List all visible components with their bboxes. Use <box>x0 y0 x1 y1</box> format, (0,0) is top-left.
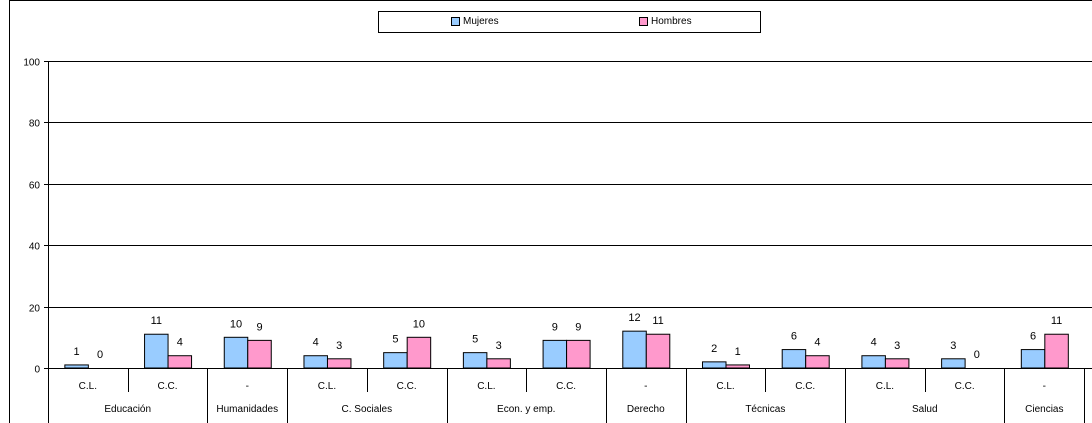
bar-hombres-5 <box>486 358 511 369</box>
data-label-mujeres-6: 9 <box>552 321 558 333</box>
bar-mujeres-3 <box>303 355 328 369</box>
legend-item-hombres: Hombres <box>639 16 692 27</box>
category-label-4: C.C. <box>397 381 417 392</box>
data-label-hombres-2: 9 <box>256 321 262 333</box>
bar-mujeres-1 <box>144 333 169 369</box>
bar-mujeres-6 <box>542 339 568 369</box>
data-label-mujeres-8: 2 <box>711 343 717 355</box>
bar-hombres-1 <box>167 355 193 369</box>
data-label-mujeres-10: 4 <box>871 337 877 349</box>
data-label-hombres-5: 3 <box>496 340 502 352</box>
bar-mujeres-7 <box>622 330 647 369</box>
data-label-hombres-4: 10 <box>413 318 425 330</box>
bar-mujeres-2 <box>223 336 249 369</box>
bar-mujeres-10 <box>861 355 886 369</box>
category-label-6: C.C. <box>556 381 576 392</box>
legend-label-mujeres: Mujeres <box>463 16 499 27</box>
bar-hombres-4 <box>406 336 432 369</box>
bar-hombres-8 <box>725 364 750 369</box>
data-label-hombres-9: 4 <box>814 337 820 349</box>
data-label-hombres-8: 1 <box>735 346 741 358</box>
data-label-hombres-12: 11 <box>1051 315 1062 327</box>
data-label-hombres-3: 3 <box>336 340 342 352</box>
bar-mujeres-11 <box>941 358 966 369</box>
bar-mujeres-4 <box>383 352 408 369</box>
bar-hombres-10 <box>884 358 910 369</box>
group-label-1: Humanidades <box>216 404 278 415</box>
bar-mujeres-8 <box>701 361 727 369</box>
gridlines <box>48 61 1092 308</box>
bar-mujeres-5 <box>462 352 488 369</box>
legend-item-mujeres: Mujeres <box>451 16 499 27</box>
data-label-hombres-10: 3 <box>894 340 900 352</box>
group-label-7: Ciencias <box>1025 404 1063 415</box>
legend-swatch-hombres <box>639 17 648 26</box>
bar-hombres-2 <box>247 339 272 369</box>
category-label-3: C.L. <box>318 381 336 392</box>
data-label-mujeres-4: 5 <box>392 334 398 346</box>
category-label-1: C.C. <box>158 381 178 392</box>
bar-mujeres-0 <box>64 364 89 369</box>
group-label-0: Educación <box>104 404 151 415</box>
category-label-5: C.L. <box>477 381 495 392</box>
category-label-8: C.L. <box>716 381 734 392</box>
bar-hombres-6 <box>566 339 591 369</box>
data-label-hombres-6: 9 <box>575 321 581 333</box>
data-label-mujeres-3: 4 <box>313 337 319 349</box>
category-label-2: - <box>246 381 249 392</box>
legend: Mujeres Hombres <box>378 11 761 33</box>
data-label-hombres-11: 0 <box>974 349 980 361</box>
y-tick-label-100: 100 <box>23 58 40 69</box>
y-tick-label-0: 0 <box>34 365 40 376</box>
data-label-mujeres-12: 6 <box>1030 331 1036 343</box>
bar-hombres-3 <box>326 358 352 369</box>
category-label-0: C.L. <box>79 381 97 392</box>
bar-hombres-7 <box>645 333 671 369</box>
data-label-mujeres-5: 5 <box>472 334 478 346</box>
data-label-hombres-0: 0 <box>97 349 103 361</box>
data-label-mujeres-2: 10 <box>230 318 242 330</box>
bar-hombres-9 <box>805 355 830 369</box>
bar-mujeres-9 <box>781 349 807 369</box>
bars <box>64 330 1069 369</box>
data-label-mujeres-1: 11 <box>151 315 162 327</box>
bar-mujeres-12 <box>1020 349 1046 369</box>
category-label-11: C.C. <box>955 381 975 392</box>
data-label-mujeres-11: 3 <box>950 340 956 352</box>
y-tick-label-60: 60 <box>29 181 41 192</box>
group-label-5: Técnicas <box>745 404 785 415</box>
group-label-2: C. Sociales <box>342 404 393 415</box>
legend-label-hombres: Hombres <box>651 16 692 27</box>
group-label-3: Econ. y emp. <box>497 404 555 415</box>
data-label-hombres-7: 11 <box>652 315 663 327</box>
group-label-6: Salud <box>912 404 938 415</box>
data-label-mujeres-9: 6 <box>791 331 797 343</box>
category-label-10: C.L. <box>876 381 894 392</box>
data-label-mujeres-0: 1 <box>74 346 80 358</box>
data-label-hombres-1: 4 <box>177 337 183 349</box>
category-label-7: - <box>644 381 647 392</box>
data-label-mujeres-7: 12 <box>628 312 640 324</box>
y-tick-label-40: 40 <box>29 242 41 253</box>
bar-hombres-12 <box>1044 333 1069 369</box>
y-tick-label-80: 80 <box>29 119 41 130</box>
category-label-12: - <box>1043 381 1046 392</box>
y-tick-label-20: 20 <box>29 304 41 315</box>
group-label-4: Derecho <box>627 404 665 415</box>
legend-swatch-mujeres <box>451 17 460 26</box>
category-label-9: C.C. <box>795 381 815 392</box>
